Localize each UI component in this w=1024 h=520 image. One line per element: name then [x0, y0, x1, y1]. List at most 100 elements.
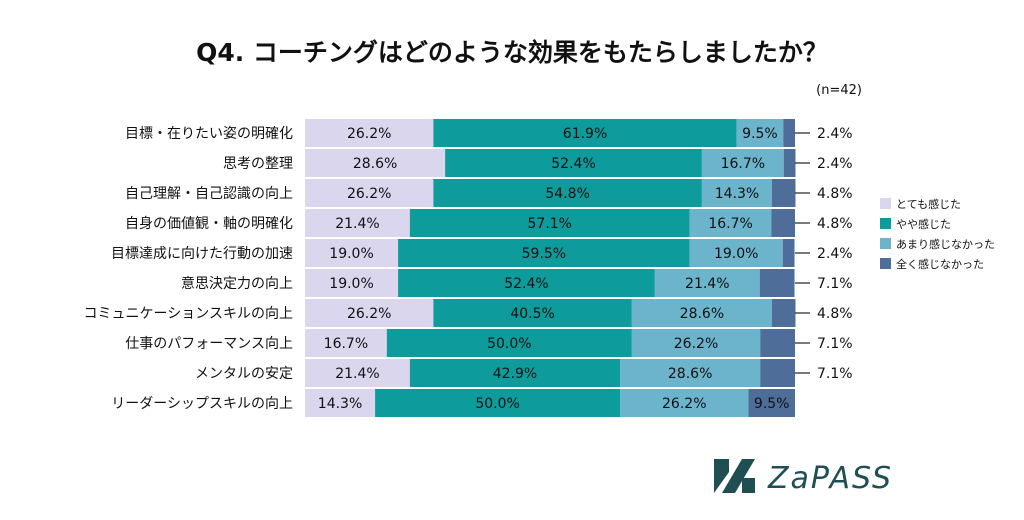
bar-segment — [748, 389, 795, 417]
legend-label: 全く感じなかった — [896, 257, 984, 271]
data-label: 26.2% — [347, 306, 391, 322]
data-label: 54.8% — [545, 186, 589, 202]
bar-segment — [759, 269, 795, 297]
bar-segment — [375, 389, 621, 417]
data-label: 19.0% — [329, 246, 373, 262]
bar-segment — [689, 239, 783, 267]
bar-segment — [305, 119, 434, 147]
bar-segment — [398, 239, 690, 267]
category-labels: 目標・在りたい姿の明確化思考の整理自己理解・自己認識の向上自身の価値観・軸の明確… — [84, 126, 293, 412]
bar-segment — [654, 269, 760, 297]
legend-swatch — [880, 258, 891, 269]
bar-segment — [305, 269, 399, 297]
data-label: 40.5% — [510, 306, 554, 322]
legend-swatch — [880, 238, 891, 249]
data-label: 50.0% — [487, 336, 531, 352]
bar-segment — [305, 329, 387, 357]
data-label: 9.5% — [754, 396, 790, 412]
sample-size-note: (n=42) — [816, 83, 862, 98]
legend-label: やや感じた — [896, 218, 951, 231]
data-label: 16.7% — [721, 156, 765, 172]
data-label: 19.0% — [714, 246, 758, 262]
legend-swatch — [880, 198, 891, 209]
legend-label: とても感じた — [896, 198, 961, 211]
data-label: 26.2% — [662, 396, 706, 412]
bar-segment — [771, 209, 795, 237]
data-label: 28.6% — [680, 306, 724, 322]
category-label: 目標達成に向けた行動の加速 — [111, 246, 293, 262]
bar-segment — [701, 149, 784, 177]
data-label: 4.8% — [817, 216, 853, 232]
bar-segment — [771, 179, 796, 207]
data-label: 26.2% — [674, 336, 718, 352]
bars: 26.2% 61.9% 9.5% 2.4% 28.6% 52.4% 16.7% 2.4% 26.… — [305, 119, 853, 417]
data-label: 26.2% — [347, 126, 391, 142]
data-label: 16.7% — [324, 336, 368, 352]
bar-segment — [760, 359, 795, 387]
data-label: 59.5% — [522, 246, 566, 262]
bar-segment — [701, 179, 772, 207]
category-label: コミュニケーションスキルの向上 — [84, 306, 293, 322]
bar-segment — [445, 149, 702, 177]
bar-segment — [305, 359, 410, 387]
brand-logo: ZaPASS — [714, 459, 893, 496]
bar-segment — [433, 299, 632, 327]
category-label: 自己理解・自己認識の向上 — [125, 186, 293, 202]
data-label: 4.8% — [817, 186, 853, 202]
data-label: 7.1% — [817, 336, 853, 352]
data-label: 21.4% — [335, 216, 379, 232]
bar-segment — [409, 359, 621, 387]
bar-segment — [305, 299, 434, 327]
bar-segment — [631, 329, 761, 357]
zapass-logo-mark — [714, 459, 755, 493]
data-label: 57.1% — [528, 216, 572, 232]
legend-label: あまり感じなかった — [896, 238, 995, 251]
data-label: 52.4% — [551, 156, 595, 172]
category-label: 意思決定力の向上 — [181, 275, 293, 292]
category-label: メンタルの安定 — [195, 366, 293, 382]
bar-segment — [620, 389, 749, 417]
data-label: 4.8% — [817, 306, 853, 322]
data-label: 19.0% — [329, 276, 373, 292]
category-label: 仕事のパフォーマンス向上 — [125, 336, 293, 352]
bar-segment — [620, 359, 761, 387]
data-label: 2.4% — [817, 156, 853, 172]
bar-segment — [305, 149, 446, 177]
bar-segment — [631, 299, 772, 327]
bar-segment — [305, 239, 399, 267]
bar-segment — [689, 209, 772, 237]
data-label: 28.6% — [668, 366, 712, 382]
data-label: 61.9% — [563, 126, 607, 142]
data-label: 14.3% — [318, 396, 362, 412]
category-label: 目標・在りたい姿の明確化 — [125, 126, 293, 142]
bar-segment — [783, 149, 796, 177]
brand-name: ZaPASS — [767, 461, 893, 496]
bar-segment — [305, 209, 410, 237]
data-label: 28.6% — [353, 156, 397, 172]
data-label: 7.1% — [817, 366, 853, 382]
bar-segment — [305, 389, 376, 417]
data-label: 2.4% — [817, 246, 853, 262]
bar-segment — [760, 329, 795, 357]
bar-segment — [433, 179, 702, 207]
bar-segment — [398, 269, 655, 297]
data-label: 26.2% — [347, 186, 391, 202]
category-label: リーダーシップスキルの向上 — [111, 396, 293, 412]
bar-segment — [783, 119, 795, 147]
chart-title: Q4. コーチングはどのような効果をもたらしましたか？ — [196, 38, 828, 67]
data-label: 7.1% — [817, 276, 853, 292]
data-label: 21.4% — [335, 366, 379, 382]
data-label: 9.5% — [742, 126, 778, 142]
bar-segment — [409, 209, 690, 237]
data-label: 52.4% — [504, 276, 548, 292]
data-label: 16.7% — [708, 216, 752, 232]
legend-swatch — [880, 218, 891, 229]
data-label: 50.0% — [475, 396, 519, 412]
bar-segment — [433, 119, 737, 147]
bar-segment — [736, 119, 784, 147]
data-label: 2.4% — [817, 126, 853, 142]
data-label: 14.3% — [715, 186, 759, 202]
bar-segment — [771, 299, 796, 327]
